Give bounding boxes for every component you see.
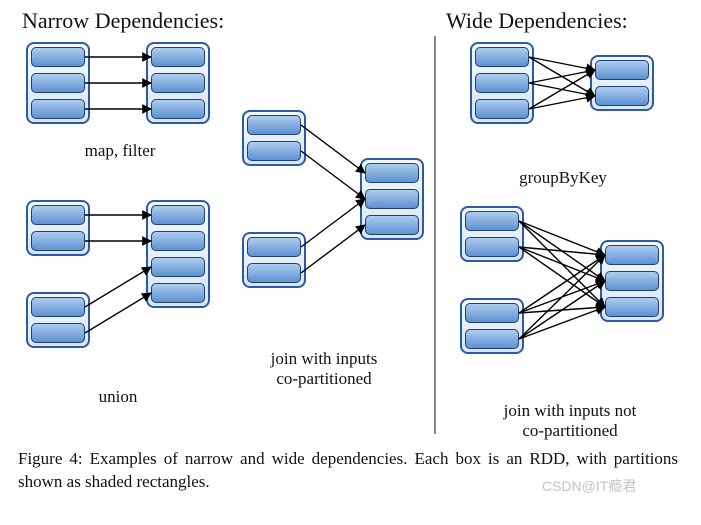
dependency-arrow <box>519 281 605 313</box>
dependency-arrow <box>529 57 595 70</box>
partition <box>465 329 519 349</box>
partition <box>31 99 85 119</box>
dependency-arrow <box>529 83 595 96</box>
partition <box>465 211 519 231</box>
union-label: union <box>88 387 148 407</box>
dependency-arrow <box>301 199 365 247</box>
partition <box>595 60 649 80</box>
map-filter-label: map, filter <box>70 141 170 161</box>
dependency-arrow <box>519 307 605 339</box>
dependency-arrow <box>519 255 605 313</box>
dependency-arrow <box>301 151 365 199</box>
partition <box>247 263 301 283</box>
partition <box>31 231 85 251</box>
dependency-arrow <box>519 255 605 339</box>
partition <box>31 73 85 93</box>
partition <box>475 73 529 93</box>
groupbykey-label: groupByKey <box>508 168 618 188</box>
dependency-arrow <box>301 225 365 273</box>
partition <box>151 99 205 119</box>
partition <box>465 237 519 257</box>
partition <box>475 99 529 119</box>
partition <box>151 283 205 303</box>
dependency-arrow <box>301 125 365 173</box>
partition <box>31 323 85 343</box>
partition <box>365 163 419 183</box>
partition <box>475 47 529 67</box>
dependency-arrow <box>529 96 595 109</box>
dependency-arrow <box>529 70 595 83</box>
partition <box>595 86 649 106</box>
wide-heading: Wide Dependencies: <box>446 8 628 34</box>
partition <box>605 271 659 291</box>
partition <box>31 205 85 225</box>
partition <box>465 303 519 323</box>
dependency-arrow <box>519 247 605 307</box>
dependency-arrow <box>519 221 605 307</box>
partition <box>151 257 205 277</box>
dependency-arrow <box>519 247 605 281</box>
partition <box>247 115 301 135</box>
partition <box>151 73 205 93</box>
partition <box>151 205 205 225</box>
partition <box>605 245 659 265</box>
partition <box>247 237 301 257</box>
dependency-arrow <box>519 221 605 255</box>
watermark: CSDN@IT瘾君 <box>542 476 636 496</box>
partition <box>151 47 205 67</box>
dependency-arrow <box>85 293 151 333</box>
dependency-arrow <box>529 70 595 109</box>
partition <box>605 297 659 317</box>
vertical-divider <box>434 36 436 434</box>
partition <box>151 231 205 251</box>
partition <box>365 189 419 209</box>
dependency-arrow <box>519 247 605 255</box>
narrow-heading: Narrow Dependencies: <box>22 8 224 34</box>
dependency-arrow <box>85 267 151 307</box>
partition <box>31 47 85 67</box>
dependency-arrow <box>519 281 605 339</box>
join-not-copartitioned-label: join with inputs notco-partitioned <box>480 401 660 441</box>
partition <box>31 297 85 317</box>
partition <box>247 141 301 161</box>
dependency-arrow <box>519 307 605 313</box>
join-copartitioned-label: join with inputsco-partitioned <box>244 349 404 389</box>
dependency-arrow <box>519 221 605 281</box>
dependency-arrow <box>529 57 595 96</box>
partition <box>365 215 419 235</box>
